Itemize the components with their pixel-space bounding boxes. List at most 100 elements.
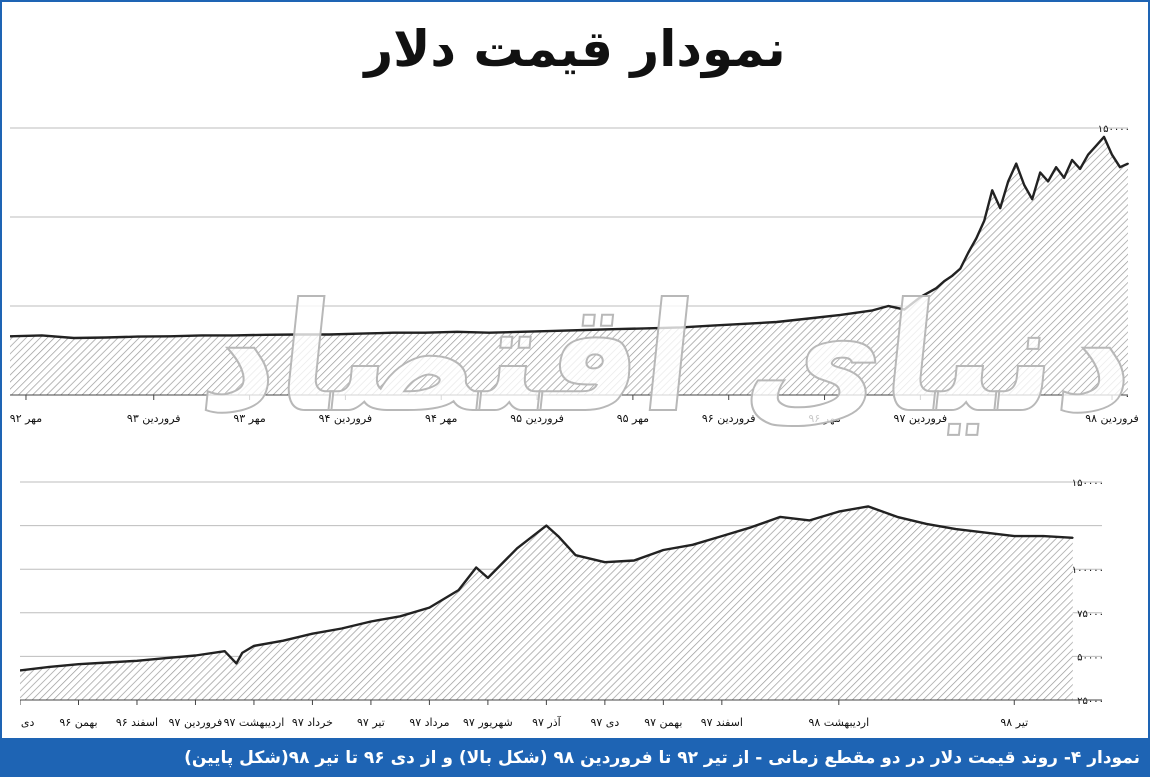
- data-point: [662, 549, 665, 551]
- data-point: [1042, 535, 1045, 537]
- data-point: [1031, 198, 1034, 201]
- data-point: [136, 659, 138, 662]
- data-point: [984, 531, 986, 534]
- bottom-chart: ۲۵۰۰۰ ۵۰۰۰۰ ۷۵۰۰۰ ۱۰۰۰۰۰ ۱۵۰۰۰۰ دی ۹۶ بهمن ۹۶ ا…: [20, 478, 1104, 729]
- data-point: [20, 669, 21, 672]
- data-point: [282, 639, 285, 642]
- data-point: [428, 606, 431, 609]
- data-point: [679, 326, 682, 329]
- data-point: [775, 321, 778, 323]
- data-point: [235, 662, 238, 665]
- x-tick-label: فروردین ۹۷: [894, 412, 948, 425]
- figure-frame: نمودار قیمت دلار ۰ ۵۰۰۰۰ ۱۰۰۰۰۰ ۱۵۰۰۰۰ مهر ۹…: [0, 0, 1150, 740]
- price-area: [10, 136, 1128, 395]
- data-point: [991, 189, 994, 192]
- data-point: [1119, 166, 1121, 169]
- data-point: [584, 329, 586, 331]
- x-tick-label: فروردین ۹۸: [1085, 412, 1138, 425]
- data-point: [77, 663, 80, 666]
- x-tick-label: مهر ۹۶: [808, 412, 840, 425]
- data-point: [691, 543, 694, 546]
- data-point: [720, 535, 723, 537]
- data-point: [488, 331, 491, 334]
- data-point: [424, 331, 427, 334]
- data-point: [264, 333, 267, 336]
- data-point: [552, 330, 554, 332]
- x-tick-label: آذر ۹۷: [532, 715, 562, 729]
- x-tick-label: اسفند ۹۷: [701, 716, 743, 729]
- data-point: [837, 510, 840, 513]
- price-area: [20, 506, 1073, 700]
- x-tick-label: اسفند ۹۶: [116, 716, 158, 729]
- x-tick-label: بهمن ۹۷: [644, 716, 682, 729]
- data-point: [1095, 144, 1097, 147]
- y-tick-label: ۱۵۰۰۰۰: [1072, 478, 1104, 489]
- data-point: [867, 505, 869, 508]
- data-point: [200, 334, 203, 337]
- data-point: [456, 330, 459, 333]
- y-tick-label: ۱۵۰۰۰۰: [1098, 124, 1130, 135]
- x-tick-label: فروردین ۹۷: [169, 716, 223, 729]
- data-point: [808, 519, 811, 522]
- data-point: [48, 665, 51, 668]
- data-point: [871, 309, 874, 312]
- data-point: [557, 535, 559, 537]
- data-point: [903, 308, 906, 311]
- data-point: [1071, 159, 1073, 161]
- data-point: [839, 314, 842, 316]
- data-point: [545, 524, 548, 527]
- caption-text: نمودار ۴- روند قیمت دلار در دو مقطع زمان…: [184, 748, 1140, 768]
- data-point: [1007, 180, 1010, 183]
- y-tick-label: ۲۵۰۰۰: [1077, 696, 1104, 707]
- data-point: [959, 267, 962, 270]
- x-tick-label: اردیبهشت ۹۷: [224, 716, 285, 729]
- data-point: [1039, 171, 1042, 174]
- data-point: [935, 287, 938, 290]
- x-tick-label: شهریور ۹۷: [463, 716, 513, 729]
- data-point: [41, 334, 43, 337]
- data-point: [943, 280, 946, 282]
- data-point: [223, 650, 226, 653]
- data-point: [896, 515, 899, 518]
- data-point: [106, 661, 109, 664]
- x-tick-label: مهر ۹۵: [617, 412, 649, 425]
- data-point: [954, 528, 957, 530]
- x-tick-label: فروردین ۹۳: [127, 412, 181, 425]
- data-point: [311, 632, 314, 635]
- data-point: [1087, 153, 1089, 156]
- data-point: [750, 526, 752, 529]
- data-point: [711, 324, 714, 327]
- data-point: [1063, 176, 1066, 179]
- data-point: [392, 331, 395, 334]
- data-point: [1127, 162, 1129, 165]
- x-tick-label: خرداد ۹۷: [292, 716, 333, 729]
- x-tick-label: فروردین ۹۴: [319, 412, 373, 425]
- data-point: [1013, 535, 1016, 537]
- data-point: [136, 335, 139, 338]
- data-point: [647, 327, 650, 330]
- data-point: [999, 207, 1002, 209]
- data-point: [779, 515, 782, 518]
- data-point: [807, 317, 810, 320]
- data-point: [983, 219, 986, 222]
- y-tick-label: ۱۰۰۰۰۰: [1072, 565, 1104, 576]
- data-point: [743, 322, 746, 325]
- data-point: [165, 657, 168, 660]
- data-point: [967, 251, 970, 254]
- data-point: [475, 566, 478, 569]
- data-point: [104, 336, 107, 339]
- data-point: [616, 328, 618, 331]
- data-point: [399, 615, 402, 618]
- data-point: [370, 620, 372, 623]
- data-point: [296, 333, 299, 336]
- chart-title: نمودار قیمت دلار: [364, 20, 786, 78]
- data-point: [1071, 536, 1074, 539]
- data-point: [72, 337, 75, 339]
- y-tick-label: ۵۰۰۰۰: [1077, 652, 1104, 663]
- data-point: [340, 627, 343, 630]
- data-point: [241, 652, 244, 654]
- data-point: [919, 296, 922, 298]
- y-tick-label: ۷۵۰۰۰: [1077, 609, 1104, 620]
- data-point: [10, 335, 11, 338]
- data-point: [486, 577, 489, 579]
